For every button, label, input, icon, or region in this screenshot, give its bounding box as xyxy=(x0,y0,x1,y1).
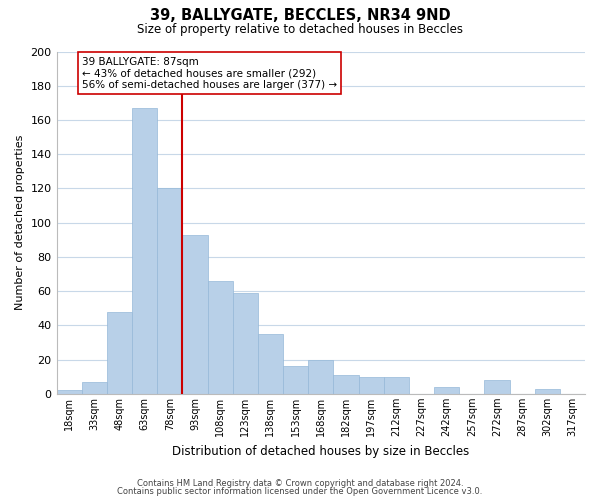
Bar xyxy=(484,380,509,394)
Bar xyxy=(132,108,157,394)
Bar xyxy=(535,389,560,394)
Bar xyxy=(82,382,107,394)
Text: 39 BALLYGATE: 87sqm
← 43% of detached houses are smaller (292)
56% of semi-detac: 39 BALLYGATE: 87sqm ← 43% of detached ho… xyxy=(82,56,337,90)
Text: 39, BALLYGATE, BECCLES, NR34 9ND: 39, BALLYGATE, BECCLES, NR34 9ND xyxy=(149,8,451,22)
Bar xyxy=(434,387,459,394)
Bar xyxy=(233,293,258,394)
Bar xyxy=(182,234,208,394)
Bar xyxy=(258,334,283,394)
X-axis label: Distribution of detached houses by size in Beccles: Distribution of detached houses by size … xyxy=(172,444,469,458)
Bar xyxy=(107,312,132,394)
Bar xyxy=(283,366,308,394)
Bar xyxy=(359,377,383,394)
Y-axis label: Number of detached properties: Number of detached properties xyxy=(15,135,25,310)
Bar xyxy=(383,377,409,394)
Text: Contains public sector information licensed under the Open Government Licence v3: Contains public sector information licen… xyxy=(118,487,482,496)
Bar xyxy=(334,375,359,394)
Bar xyxy=(208,281,233,394)
Bar xyxy=(56,390,82,394)
Text: Contains HM Land Registry data © Crown copyright and database right 2024.: Contains HM Land Registry data © Crown c… xyxy=(137,478,463,488)
Bar xyxy=(308,360,334,394)
Bar xyxy=(157,188,182,394)
Text: Size of property relative to detached houses in Beccles: Size of property relative to detached ho… xyxy=(137,22,463,36)
